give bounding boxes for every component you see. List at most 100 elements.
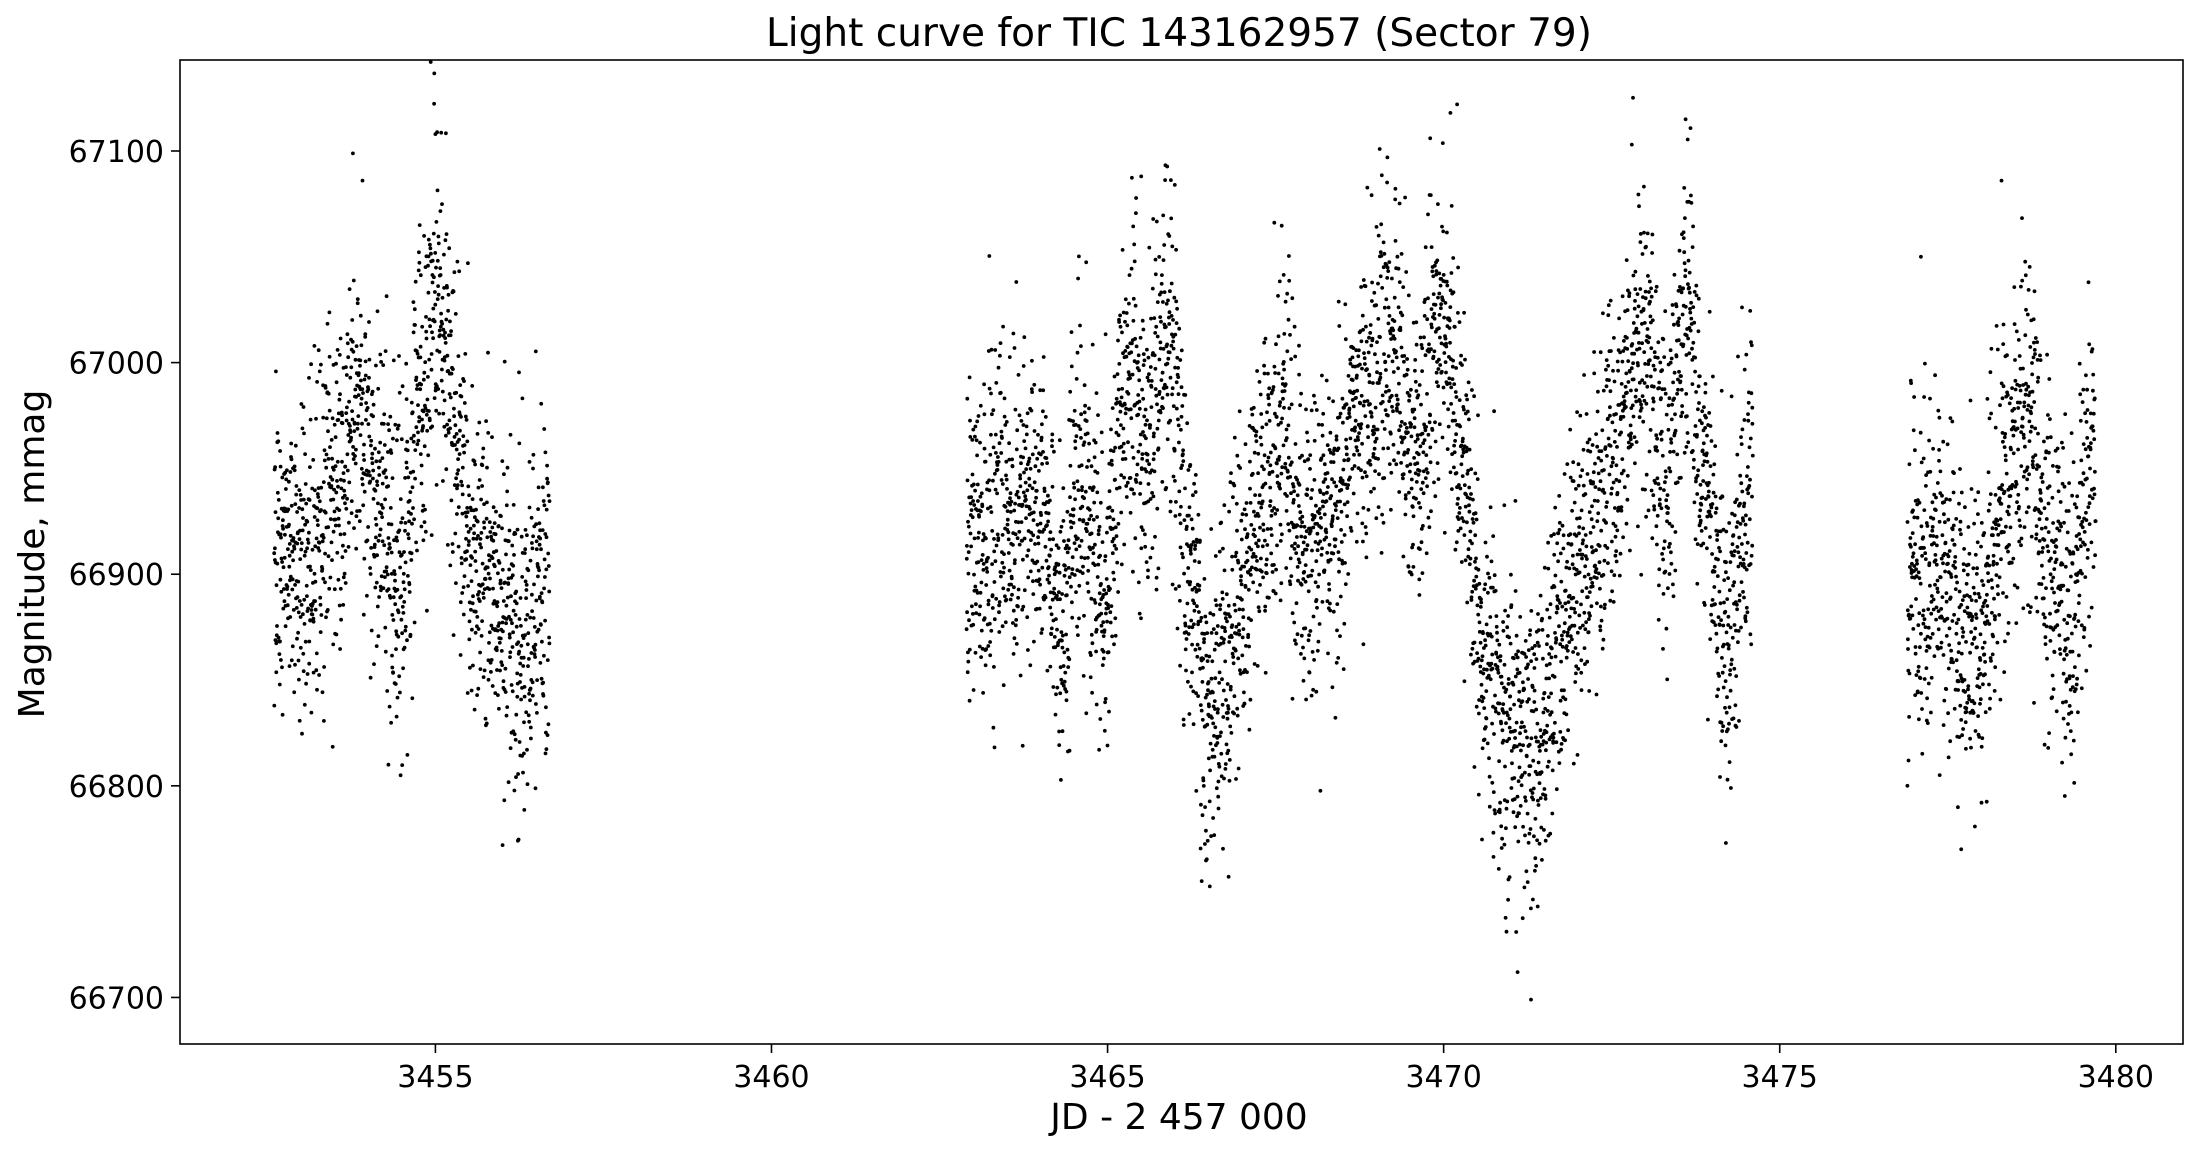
data-point [300,426,305,431]
data-point [1146,499,1151,504]
data-point [348,424,352,428]
data-point [1351,346,1356,350]
data-point [1213,598,1218,602]
data-point [1257,493,1262,498]
data-point [1232,711,1236,716]
data-point [1411,542,1415,547]
data-point [1209,631,1214,635]
data-point [1001,683,1006,688]
data-point [1487,774,1492,779]
data-point [531,452,536,457]
data-point [1320,423,1324,427]
data-point [306,541,311,545]
data-point [1433,420,1437,425]
data-point [1439,306,1443,311]
data-point [1195,604,1199,609]
data-point [391,358,396,363]
data-point [1517,698,1521,703]
data-point [546,480,550,485]
data-point [1367,380,1372,385]
data-point [1263,608,1267,613]
data-point [1585,472,1590,476]
data-point [1609,569,1614,574]
data-point [533,786,538,791]
data-point [1574,664,1579,669]
data-point [1628,437,1633,442]
data-point [998,390,1003,395]
data-point [1026,548,1031,553]
data-point [410,485,415,490]
data-point [1436,202,1440,207]
data-point [1373,405,1378,410]
data-point [1212,734,1216,738]
data-point [1214,631,1219,636]
data-point [1205,838,1210,843]
data-point [1314,598,1319,602]
data-point [427,357,432,362]
data-point [1281,360,1286,364]
data-point [1236,560,1241,565]
data-point [300,731,304,736]
data-point [1526,840,1531,845]
data-point [1270,508,1274,513]
data-point [1645,231,1650,236]
data-point [331,642,336,647]
data-point [424,315,428,319]
data-point [1104,577,1109,581]
data-point [1106,602,1110,607]
data-point [1098,500,1103,505]
data-point [392,569,397,573]
data-point [1544,730,1549,735]
data-point [1121,441,1126,446]
data-point [508,746,513,751]
data-point [1346,483,1350,487]
data-point [1460,363,1464,367]
data-point [1251,551,1256,556]
data-point [1138,492,1142,496]
data-point [1259,556,1263,561]
data-point [472,523,476,528]
data-point [1113,445,1117,450]
data-point [1493,811,1497,816]
data-point [1254,439,1259,444]
data-point [1391,409,1395,414]
data-point [1416,393,1421,398]
data-point [997,630,1002,634]
data-point [994,596,999,601]
data-point [1504,826,1508,831]
data-point [1414,496,1418,501]
data-point [470,497,475,501]
data-point [1041,409,1045,414]
data-point [1552,532,1556,537]
data-point [444,317,449,322]
data-point [1559,742,1564,746]
data-point [1171,404,1176,408]
data-point [1062,539,1066,543]
data-point [1476,413,1480,418]
data-point [1082,613,1086,618]
data-point [1634,440,1639,444]
data-point [1318,788,1323,793]
data-point [304,681,308,686]
data-point [1670,524,1675,529]
data-point [1648,374,1653,379]
data-point [333,435,338,440]
data-point [1640,252,1645,256]
data-point [1046,565,1051,569]
data-point [347,399,351,404]
data-point [1338,634,1342,638]
data-point [1554,787,1559,792]
data-point [453,531,458,536]
data-point [1535,640,1540,645]
data-point [1276,422,1281,427]
data-point [1431,292,1436,296]
data-point [969,544,973,549]
data-point [1144,436,1148,441]
data-point [482,526,487,530]
data-point [301,516,305,520]
data-point [1193,490,1198,494]
data-point [1210,716,1214,720]
data-point [361,452,366,457]
data-point [405,466,409,470]
data-point [476,627,481,631]
